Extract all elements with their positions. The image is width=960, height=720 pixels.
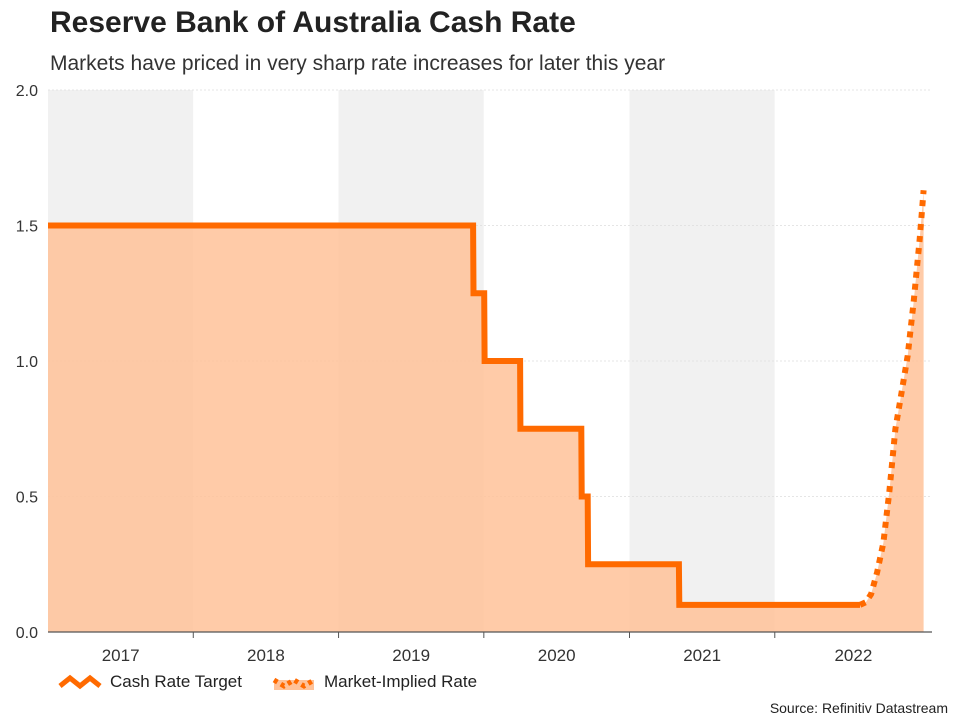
legend: Cash Rate Target Market-Implied Rate [58, 672, 507, 692]
legend-swatch-dotted [272, 677, 316, 690]
legend-swatch-solid [58, 674, 102, 690]
legend-label: Cash Rate Target [110, 672, 242, 691]
chart-title: Reserve Bank of Australia Cash Rate [50, 6, 576, 39]
legend-item-cash-rate: Cash Rate Target [58, 672, 242, 692]
area-fill [48, 190, 932, 633]
x-tick-label: 2022 [834, 646, 872, 665]
market-implied-line [858, 190, 927, 608]
legend-label: Market-Implied Rate [323, 672, 478, 691]
y-tick-label: 1.0 [16, 354, 38, 371]
series-lines [48, 190, 927, 608]
chart-subtitle: Markets have priced in very sharp rate i… [50, 52, 666, 75]
y-tick-label: 2.0 [16, 83, 38, 100]
x-tick-label: 2018 [247, 646, 285, 665]
y-tick-label: 0.5 [16, 490, 38, 507]
axes [48, 631, 932, 638]
x-tick-labels: 2017 2018 2019 2020 2021 2022 [102, 646, 873, 665]
x-tick-label: 2021 [683, 646, 721, 665]
cash-rate-line [48, 222, 860, 608]
legend-item-market-implied: Market-Implied Rate [272, 672, 477, 692]
x-tick-label: 2019 [392, 646, 430, 665]
source-note: Source: Refinitiv Datastream [769, 700, 948, 716]
x-tick-label: 2017 [102, 646, 140, 665]
y-tick-labels: 0.0 0.5 1.0 1.5 2.0 [16, 83, 38, 642]
area-fill-path [48, 190, 932, 633]
y-tick-label: 1.5 [16, 219, 38, 236]
x-tick-label: 2020 [538, 646, 576, 665]
y-tick-label: 0.0 [16, 625, 38, 642]
